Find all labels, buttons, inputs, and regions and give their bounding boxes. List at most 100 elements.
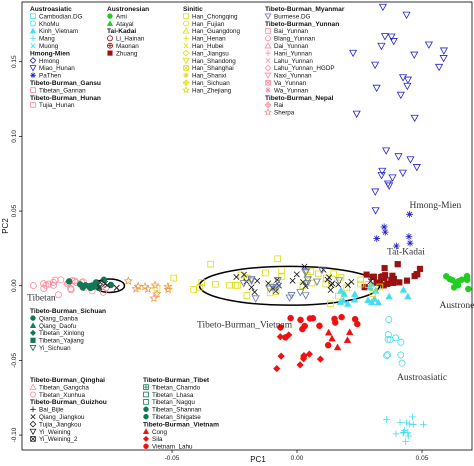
data-point <box>198 279 205 286</box>
cluster-label: Austronesian <box>440 301 474 311</box>
data-point <box>324 328 333 336</box>
legend-group: SiniticHan_ChongqingHan_FujianHan_Guangd… <box>182 6 240 94</box>
y-tick-label: 0.00 <box>11 279 18 292</box>
data-point <box>383 180 393 188</box>
legend-entry: Yi_Weining_2 <box>39 436 78 443</box>
data-point <box>152 289 162 298</box>
data-point <box>412 164 421 172</box>
legend-marker <box>30 406 36 413</box>
data-point <box>296 361 304 369</box>
legend-group-title: Tibeto-Burman_Gansu <box>30 80 101 87</box>
cluster-label: Tai-Kadai <box>387 247 425 257</box>
legend-entry: Muong <box>39 43 59 50</box>
data-point <box>399 285 408 293</box>
data-point <box>327 300 334 308</box>
legend-entry: Maonan <box>116 43 139 50</box>
cluster-label: Austroasiatic <box>397 373 447 383</box>
legend-entry: Han_Guangdong <box>192 28 240 35</box>
x-tick-label: -0.05 <box>165 455 180 462</box>
legend-entry: Li_Hainan <box>116 36 145 43</box>
data-point <box>42 281 50 289</box>
legend-marker <box>30 391 36 398</box>
data-point <box>383 352 391 360</box>
legend: AustroasiaticCambodian.DGKhoMuKinh_Vietn… <box>29 6 345 451</box>
data-point <box>287 314 294 322</box>
legend-entry: Zhuang <box>116 50 138 57</box>
data-point <box>398 359 406 367</box>
legend-marker <box>264 108 272 116</box>
legend-entry: Wa_Yunnan <box>274 87 309 94</box>
data-point <box>403 277 411 284</box>
legend-marker <box>264 101 272 109</box>
legend-entry: Burmese.DG <box>274 13 310 20</box>
legend-marker <box>183 13 189 19</box>
data-point <box>384 280 391 287</box>
data-point <box>51 276 59 284</box>
data-point <box>405 233 413 240</box>
data-point <box>76 281 84 288</box>
legend-entry: Tibetan_Shannan <box>152 407 202 414</box>
legend-group-title: Tai-Kadai <box>107 28 136 35</box>
data-point <box>85 283 93 290</box>
x-tick-label: 0.05 <box>416 455 429 462</box>
y-axis-label: PC2 <box>1 218 10 234</box>
data-point <box>405 420 413 428</box>
legend-entry: Tibetan_Nagqu <box>152 399 195 406</box>
legend-entry: Tibetan_Yajiang <box>39 338 84 345</box>
data-point <box>380 223 388 231</box>
legend-group-title: Tibeto-Burman_Tibet <box>143 377 210 384</box>
data-point <box>404 429 412 437</box>
legend-entry: Kinh_Vietnam <box>39 28 78 35</box>
legend-marker <box>183 72 189 79</box>
data-point <box>363 271 370 278</box>
data-point <box>328 282 335 289</box>
data-point <box>247 276 256 284</box>
legend-marker <box>265 79 271 86</box>
legend-marker <box>30 102 36 108</box>
data-point <box>276 333 285 341</box>
legend-entry: Tujia_Hunan <box>39 102 75 109</box>
data-point <box>385 292 393 300</box>
legend-entry: Vietnam_Lahu <box>152 444 193 451</box>
data-point <box>243 292 251 299</box>
data-point <box>403 419 410 427</box>
data-point <box>370 295 379 302</box>
data-point <box>409 421 417 428</box>
data-point <box>420 420 427 428</box>
data-point <box>99 288 107 296</box>
legend-marker <box>30 414 36 420</box>
legend-marker <box>107 13 113 19</box>
legend-marker <box>183 35 189 42</box>
legend-entry: Va_Yunnan <box>274 80 307 87</box>
data-point <box>305 350 314 358</box>
legend-marker <box>30 43 36 49</box>
y-axis-ticks: -0.10 -0.05 0.00 0.05 0.10 0.15 <box>11 55 22 442</box>
data-point <box>232 282 240 289</box>
data-point <box>251 295 260 303</box>
legend-marker <box>30 13 36 19</box>
data-point <box>398 169 407 178</box>
legend-marker <box>182 79 190 87</box>
data-point <box>413 271 420 278</box>
legend-marker <box>30 20 36 27</box>
legend-entry: Tibetan_Shigatse <box>152 414 201 421</box>
legend-marker <box>29 383 37 390</box>
cluster-label: Hmong-Mien <box>410 201 462 211</box>
data-point <box>278 267 285 274</box>
data-point <box>384 351 392 359</box>
data-point <box>443 273 450 280</box>
legend-marker <box>265 50 271 56</box>
data-point <box>357 276 365 284</box>
data-point <box>382 147 391 155</box>
x-axis-label: PC1 <box>250 455 266 464</box>
data-point <box>277 352 285 360</box>
legend-group-title: Austroasiatic <box>30 6 72 13</box>
data-point <box>316 355 325 363</box>
data-point <box>367 278 374 285</box>
legend-marker <box>143 413 149 420</box>
data-point <box>251 289 258 296</box>
x-tick-label: 0.00 <box>291 455 304 462</box>
data-point <box>314 270 322 278</box>
data-point <box>50 281 57 289</box>
data-point <box>381 264 388 272</box>
